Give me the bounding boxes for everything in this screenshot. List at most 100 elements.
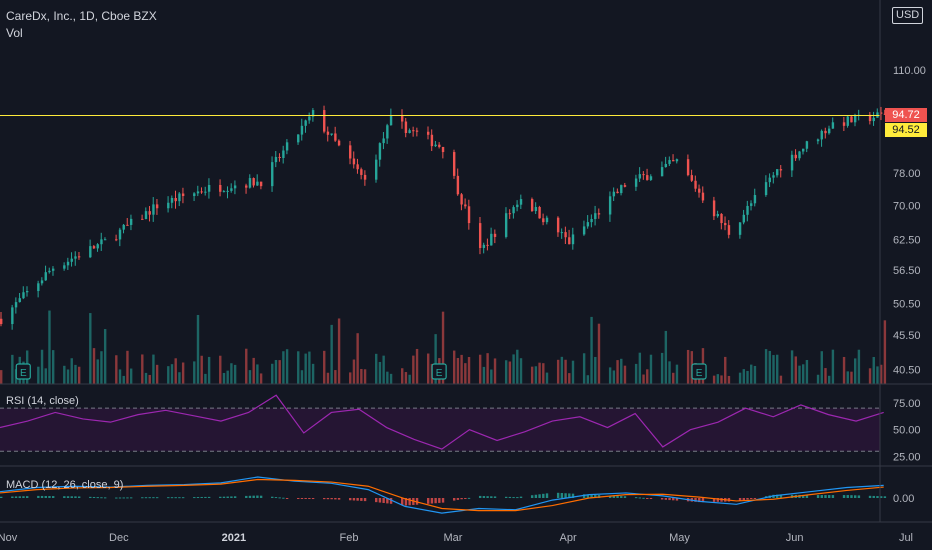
volume-bar [66, 369, 70, 384]
price-tick-label: 50.50 [893, 299, 921, 311]
macd-histogram-bar [746, 498, 749, 500]
macd-histogram-bar [534, 494, 538, 498]
candle-body [300, 125, 304, 135]
macd-histogram-bar [89, 496, 92, 498]
macd-histogram-bar [200, 496, 203, 498]
volume-bar [375, 353, 378, 384]
candle-body [816, 139, 820, 142]
volume-bar [141, 354, 144, 384]
candle-body [404, 121, 408, 134]
candle-body [144, 211, 148, 220]
volume-bar [842, 356, 846, 384]
macd-pane[interactable]: 0.00 [0, 476, 914, 514]
candle-body [764, 182, 768, 196]
volume-bar [196, 314, 200, 384]
volume-bar [798, 365, 801, 384]
volume-bar [144, 372, 148, 384]
earnings-markers[interactable]: EEEE [15, 363, 932, 380]
candle-body [794, 154, 797, 159]
rsi-tick-label: 25.00 [893, 452, 921, 464]
candle-body [805, 141, 809, 149]
volume-bar [285, 349, 289, 384]
candle-body [616, 191, 619, 194]
volume-bar [686, 349, 690, 384]
volume-bar [152, 354, 155, 384]
candle-body [853, 114, 857, 123]
volume-bar [642, 374, 645, 384]
candle-body [334, 133, 337, 141]
candle-body [612, 191, 616, 197]
volume-bar [44, 368, 47, 384]
candle-body [118, 229, 122, 240]
candle-body [378, 143, 382, 160]
macd-histogram-bar [174, 497, 177, 499]
rsi-pane[interactable]: 75.00 50.00 25.00 [0, 394, 921, 464]
macd-histogram-bar [196, 497, 200, 499]
volume-bar [300, 370, 304, 384]
macd-histogram-bar [25, 496, 29, 498]
macd-histogram-bar [742, 498, 745, 501]
volume-bar [334, 370, 337, 384]
candle-body [649, 176, 653, 180]
macd-histogram-bar [853, 495, 857, 498]
volume-bar [586, 375, 590, 384]
volume-bar [100, 351, 103, 384]
candle-body [879, 112, 883, 114]
volume-bar [612, 370, 616, 384]
macd-histogram-bar [356, 498, 359, 501]
volume-bar [512, 354, 515, 384]
candle-body [742, 214, 745, 223]
candle-body [96, 244, 99, 249]
macd-histogram-bar [512, 497, 515, 499]
volume-bar [608, 367, 612, 384]
volume-bar [460, 354, 463, 384]
macd-histogram-bar [594, 494, 597, 498]
currency-button[interactable]: USD [892, 7, 924, 24]
volume-bar [716, 374, 720, 384]
volume-bar [401, 368, 404, 384]
volume-bar [464, 363, 467, 384]
macd-histogram-bar [556, 492, 560, 498]
last-price-badge: 94.72 [885, 108, 927, 122]
candle-body [660, 167, 664, 177]
macd-histogram-bar [66, 496, 70, 498]
macd-histogram-bar [493, 496, 497, 498]
candle-body [779, 169, 783, 171]
candle-body [467, 206, 471, 224]
candle-body [746, 205, 749, 215]
volume-bar [326, 372, 330, 384]
candle-body [712, 200, 716, 217]
candle-body [415, 130, 419, 132]
macd-histogram-bar [582, 494, 586, 498]
candle-body [115, 239, 118, 241]
candle-body [842, 122, 846, 126]
volume-bar [478, 354, 482, 384]
macd-histogram-bar [701, 498, 705, 503]
volume-bar [193, 361, 196, 384]
macd-histogram-bar [516, 497, 519, 499]
time-tick-label: Apr [560, 532, 577, 544]
candle-body [701, 192, 705, 201]
macd-histogram-bar [363, 498, 367, 502]
macd-histogram-bar [642, 497, 645, 499]
candle-body [226, 190, 229, 192]
volume-bar [493, 358, 497, 384]
rsi-label: RSI (14, close) [6, 395, 79, 407]
volume-bar [233, 364, 237, 384]
candle-body [512, 207, 515, 214]
volume-bar [415, 348, 419, 384]
volume-bar [824, 368, 827, 384]
price-candles[interactable] [0, 105, 887, 330]
volume-bar [831, 349, 835, 384]
price-tick-label: 56.50 [893, 265, 921, 277]
macd-histogram-bar [438, 498, 441, 503]
time-tick-label: 2021 [222, 532, 246, 544]
candle-body [0, 318, 3, 325]
macd-histogram-bar [519, 496, 523, 498]
volume-bar [245, 348, 248, 384]
candle-body [349, 145, 352, 159]
candle-body [330, 133, 333, 135]
candle-body [51, 268, 55, 271]
candle-body [694, 180, 697, 189]
